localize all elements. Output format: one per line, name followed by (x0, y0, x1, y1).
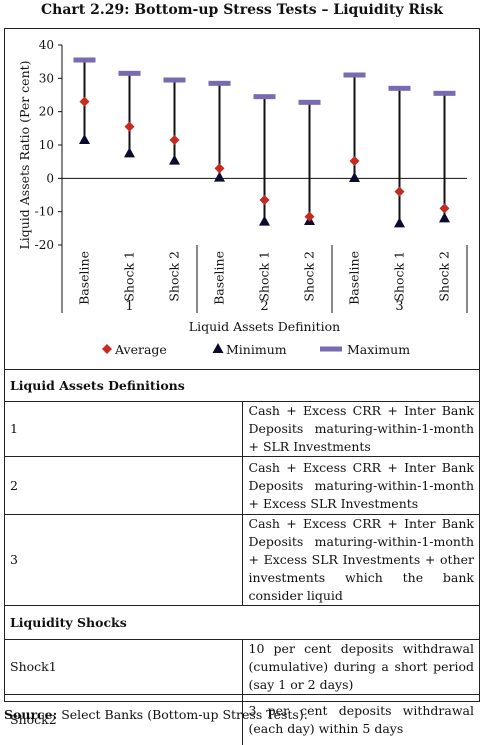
chart-axes: -20 -10 0 10 20 30 40 Liquid Assets Ratio (Per … (17, 38, 468, 334)
definition-key: 2 (4, 456, 243, 515)
x-tick-label: Shock 1 (257, 251, 272, 302)
shocks-header: Liquidity Shocks (4, 605, 480, 640)
x-tick-label: Shock 2 (302, 251, 317, 302)
shock-key: Shock1 (4, 639, 243, 695)
maximum-point (343, 72, 366, 78)
minimum-point (214, 171, 225, 182)
definition-row: 1 Cash + Excess CRR + Inter Bank Deposit… (4, 401, 480, 457)
definition-text: Cash + Excess CRR + Inter Bank Deposits … (242, 401, 480, 457)
minimum-point (124, 147, 135, 158)
legend-label: Maximum (347, 342, 410, 357)
definition-text: Cash + Excess CRR + Inter Bank Deposits … (242, 456, 480, 515)
average-point (394, 186, 405, 197)
y-tick-label: 10 (39, 138, 54, 152)
definitions-table: Liquid Assets Definitions 1 Cash + Exces… (4, 369, 480, 745)
group-label: 1 (125, 299, 133, 314)
maximum-point (118, 70, 141, 76)
chart: -20 -10 0 10 20 30 40 Liquid Assets Ratio (Per … (17, 38, 468, 357)
definition-key: 1 (4, 401, 243, 457)
x-tick-label: Baseline (212, 251, 227, 305)
y-tick-label: 30 (39, 71, 54, 85)
average-point (124, 121, 135, 132)
definitions-header-row: Liquid Assets Definitions (4, 369, 480, 402)
x-tick-label: Shock 2 (167, 251, 182, 302)
y-axis-title: Liquid Assets Ratio (Per cent) (17, 60, 32, 249)
definition-text: Cash + Excess CRR + Inter Bank Deposits … (242, 514, 480, 606)
maximum-point (163, 77, 186, 83)
legend-label: Average (114, 342, 167, 357)
chart-marks (73, 57, 456, 228)
y-tick-label: 20 (39, 105, 54, 119)
x-tick-label: Shock 1 (392, 251, 407, 302)
y-tick-label: -10 (35, 205, 54, 219)
x-axis-title: Liquid Assets Definition (189, 319, 340, 334)
minimum-point (79, 134, 90, 144)
average-point (439, 203, 450, 214)
maximum-point (298, 99, 321, 105)
legend-marker (320, 346, 342, 352)
definitions-header: Liquid Assets Definitions (4, 369, 480, 402)
definition-row: 2 Cash + Excess CRR + Inter Bank Deposit… (4, 456, 480, 515)
shock-row: Shock1 10 per cent deposits withdrawal (… (4, 639, 480, 695)
shocks-header-row: Liquidity Shocks (4, 605, 480, 640)
chart-title: Chart 2.29: Bottom-up Stress Tests – Liq… (41, 2, 443, 18)
y-tick-label: 40 (39, 38, 54, 52)
average-point (304, 211, 315, 222)
y-tick-label: 0 (46, 171, 54, 185)
maximum-point (433, 90, 456, 96)
legend-marker (212, 343, 224, 353)
x-tick-label: Baseline (77, 251, 92, 305)
definition-row: 3 Cash + Excess CRR + Inter Bank Deposit… (4, 514, 480, 606)
x-tick-label: Shock 2 (437, 251, 452, 302)
source-text: Select Banks (Bottom-up Stress Tests). (57, 707, 308, 722)
definition-key: 3 (4, 514, 243, 606)
y-tick-label: -20 (35, 238, 54, 252)
average-point (349, 156, 360, 166)
x-tick-label: Baseline (347, 251, 362, 305)
minimum-point (349, 172, 360, 182)
source-label: Source: (4, 707, 58, 722)
maximum-point (388, 85, 411, 91)
shock-text: 10 per cent deposits withdrawal (cumulat… (242, 639, 480, 695)
minimum-point (169, 154, 180, 165)
maximum-point (73, 57, 96, 63)
maximum-point (208, 80, 231, 86)
maximum-point (253, 94, 276, 100)
average-point (169, 135, 180, 145)
average-point (259, 195, 270, 205)
chart-legend: Average Minimum Maximum (102, 342, 410, 357)
minimum-point (259, 215, 270, 226)
average-point (214, 163, 225, 174)
x-tick-label: Shock 1 (122, 251, 137, 302)
group-label: 3 (395, 299, 403, 314)
legend-marker (102, 344, 112, 354)
legend-label: Minimum (226, 342, 287, 357)
minimum-point (394, 217, 405, 228)
average-point (79, 96, 90, 107)
group-label: 2 (260, 299, 268, 314)
source-note: Source: Select Banks (Bottom-up Stress T… (4, 707, 308, 722)
minimum-point (439, 212, 450, 223)
